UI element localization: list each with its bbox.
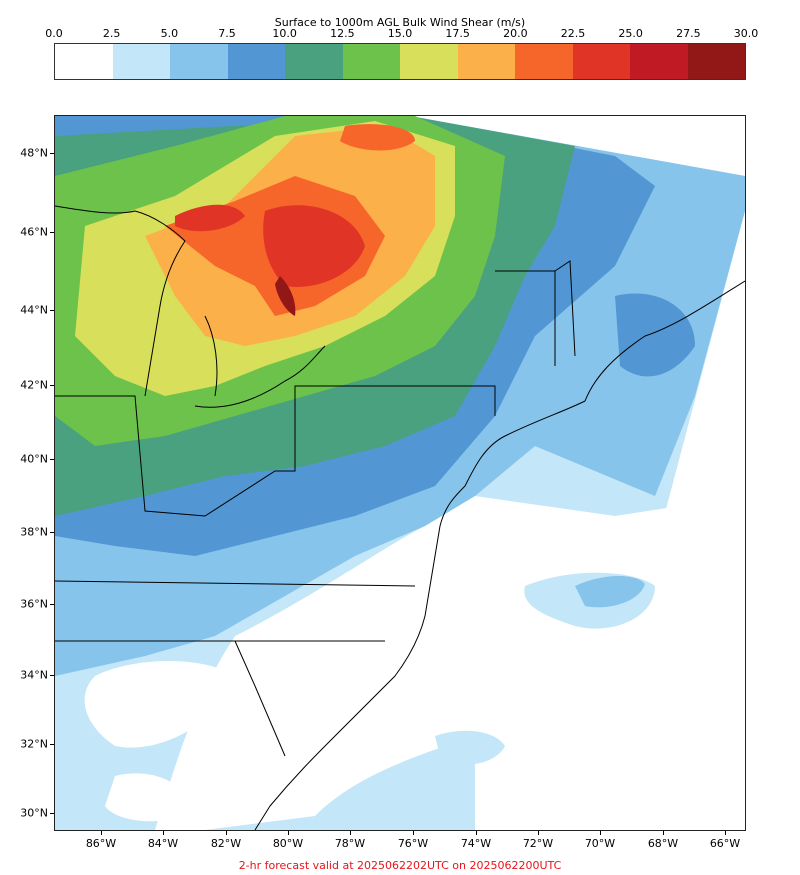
colorbar-segment: [285, 44, 343, 79]
field-red: [175, 204, 365, 287]
latitude-label: 38°N: [20, 525, 48, 539]
longitude-label: 86°W: [85, 837, 117, 850]
colorbar-tick-label: 17.5: [445, 27, 470, 40]
latitude-tick: [50, 604, 54, 605]
field-red-orange-north: [340, 124, 415, 151]
latitude-tick: [50, 385, 54, 386]
colorbar-tick-label: 0.0: [45, 27, 63, 40]
longitude-tick: [288, 831, 289, 835]
longitude-label: 74°W: [460, 837, 492, 850]
wind-shear-map: [55, 116, 745, 830]
latitude-tick: [50, 675, 54, 676]
longitude-label: 72°W: [522, 837, 554, 850]
longitude-tick: [101, 831, 102, 835]
field-calm-patch-1: [84, 661, 235, 748]
longitude-tick: [226, 831, 227, 835]
colorbar-segment: [400, 44, 458, 79]
colorbar-tick-label: 27.5: [676, 27, 701, 40]
latitude-label: 40°N: [20, 452, 48, 466]
colorbar-segment: [342, 44, 400, 79]
colorbar-tick-label: 7.5: [218, 27, 236, 40]
colorbar-tick-label: 5.0: [160, 27, 179, 40]
colorbar-title: Surface to 1000m AGL Bulk Wind Shear (m/…: [274, 16, 526, 29]
longitude-label: 68°W: [647, 837, 679, 850]
boundaries: [55, 205, 745, 830]
longitude-tick: [725, 831, 726, 835]
colorbar-segment: [170, 44, 228, 79]
latitude-label: 48°N: [20, 146, 48, 160]
field-ocean-patch-3: [435, 730, 505, 765]
latitude-tick: [50, 532, 54, 533]
latitude-label: 30°N: [20, 806, 48, 820]
forecast-caption: 2-hr forecast valid at 2025062202UTC on …: [238, 859, 562, 872]
longitude-label: 66°W: [709, 837, 741, 850]
field-calm-patch-2: [105, 773, 187, 822]
latitude-label: 32°N: [20, 737, 48, 751]
latitude-label: 44°N: [20, 303, 48, 317]
field-dark-red: [275, 276, 296, 316]
colorbar: [54, 43, 746, 80]
longitude-label: 82°W: [210, 837, 242, 850]
colorbar-tick-label: 2.5: [102, 27, 121, 40]
latitude-label: 36°N: [20, 597, 48, 611]
colorbar-tick-label: 20.0: [503, 27, 528, 40]
colorbar-segment: [227, 44, 285, 79]
longitude-label: 80°W: [272, 837, 304, 850]
colorbar-segment: [457, 44, 515, 79]
longitude-label: 70°W: [584, 837, 616, 850]
colorbar-tick-label: 25.0: [618, 27, 643, 40]
colorbar-segment: [630, 44, 688, 79]
latitude-tick: [50, 813, 54, 814]
longitude-tick: [600, 831, 601, 835]
latitude-tick: [50, 153, 54, 154]
colorbar-segment: [55, 44, 113, 79]
field-moderate-blue-east: [615, 293, 695, 377]
longitude-tick: [663, 831, 664, 835]
colorbar-segment: [572, 44, 630, 79]
colorbar-tick-label: 22.5: [560, 27, 586, 40]
longitude-label: 78°W: [334, 837, 366, 850]
longitude-tick: [476, 831, 477, 835]
latitude-label: 42°N: [20, 378, 48, 392]
latitude-tick: [50, 232, 54, 233]
longitude-tick: [163, 831, 164, 835]
colorbar-segment: [112, 44, 170, 79]
longitude-tick: [413, 831, 414, 835]
longitude-tick: [350, 831, 351, 835]
longitude-label: 76°W: [397, 837, 429, 850]
colorbar-tick-label: 30.0: [733, 27, 759, 40]
latitude-tick: [50, 744, 54, 745]
colorbar-tick-label: 12.5: [330, 27, 355, 40]
colorbar-tick-label: 15.0: [387, 27, 413, 40]
longitude-label: 84°W: [147, 837, 179, 850]
latitude-label: 34°N: [20, 668, 48, 682]
state-lines: [55, 260, 576, 757]
longitude-tick: [538, 831, 539, 835]
coastline-east: [254, 280, 745, 830]
latitude-label: 46°N: [20, 225, 48, 239]
colorbar-segment: [687, 44, 745, 79]
colorbar-segment: [515, 44, 573, 79]
colorbar-tick-label: 10.0: [272, 27, 297, 40]
field-ocean-patch-2: [575, 575, 645, 608]
field-ocean-patch-4: [433, 780, 475, 806]
latitude-tick: [50, 459, 54, 460]
latitude-tick: [50, 310, 54, 311]
great-lakes: [55, 205, 326, 408]
map-panel: [54, 115, 746, 831]
